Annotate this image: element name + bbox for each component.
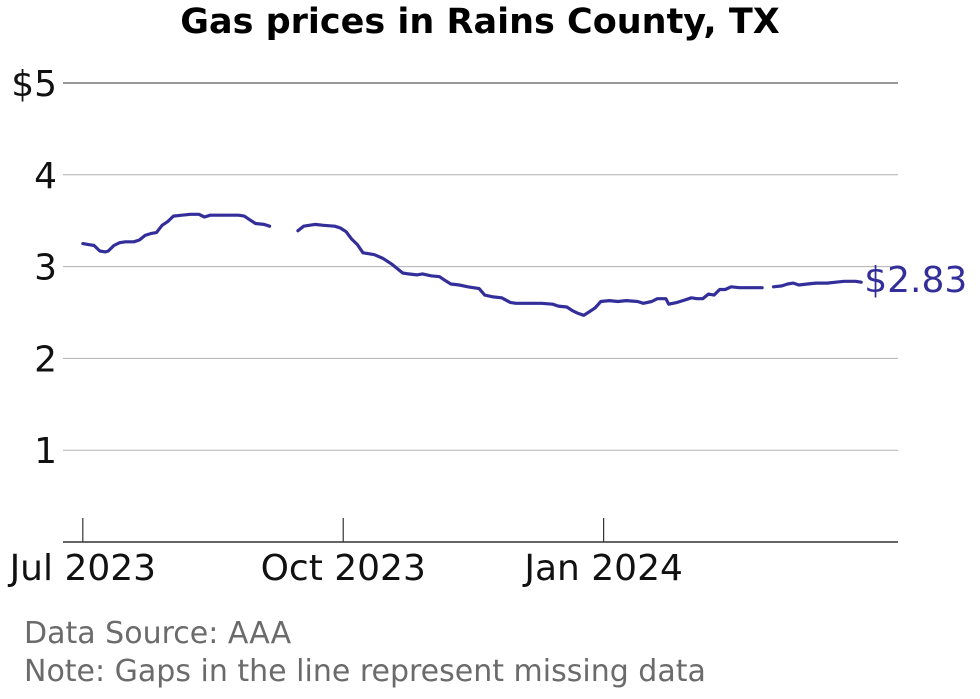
missing-data-note: Note: Gaps in the line represent missing… xyxy=(24,654,706,689)
grid-lines xyxy=(63,82,898,451)
x-tick-label: Oct 2023 xyxy=(261,548,426,589)
y-tick-label: $5 xyxy=(11,64,57,105)
price-line xyxy=(81,212,863,317)
x-tick-label: Jan 2024 xyxy=(522,548,683,589)
chart-title: Gas prices in Rains County, TX xyxy=(180,2,780,42)
price-line-segment xyxy=(81,212,272,254)
data-source-note: Data Source: AAA xyxy=(24,616,292,651)
x-tick-label: Jul 2023 xyxy=(8,548,157,589)
x-axis: Jul 2023 Oct 2023 Jan 2024 xyxy=(8,518,898,589)
y-tick-label: 3 xyxy=(34,248,57,289)
y-tick-label: 2 xyxy=(34,339,57,380)
latest-price-label: $2.83 xyxy=(864,260,967,301)
y-tick-label: 1 xyxy=(34,431,57,472)
price-line-segment xyxy=(296,222,764,317)
y-tick-label: 4 xyxy=(34,156,57,197)
y-axis-ticks: 1 2 3 4 $5 xyxy=(11,64,57,472)
price-line-segment xyxy=(771,279,863,289)
